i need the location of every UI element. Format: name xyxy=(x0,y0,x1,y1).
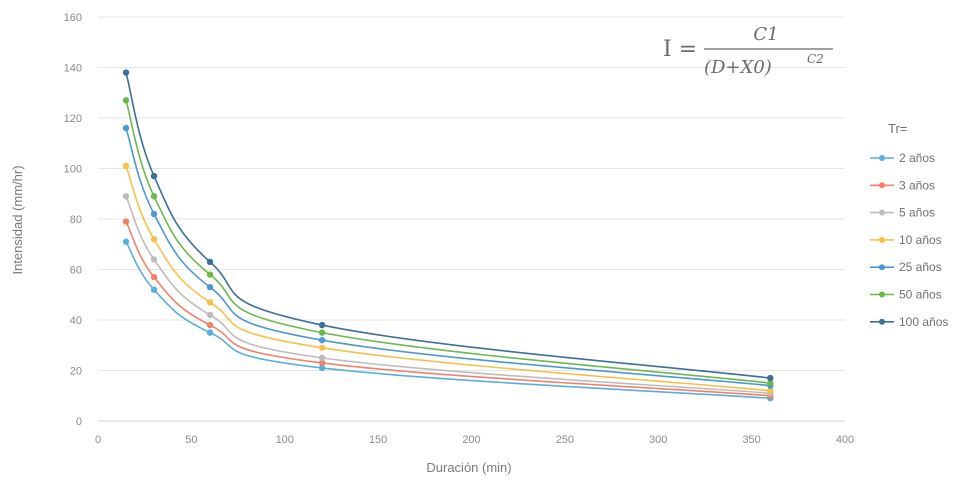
legend-label: 5 años xyxy=(899,206,935,220)
series-point xyxy=(122,162,130,170)
series-point xyxy=(318,354,326,362)
legend-label: 10 años xyxy=(899,233,942,247)
gridlines xyxy=(98,16,845,371)
legend-marker xyxy=(879,182,885,189)
legend-marker xyxy=(879,155,885,161)
formula-exponent: C2 xyxy=(807,52,824,66)
series-lines xyxy=(125,72,771,400)
formula: I = C1 (D+X0) C2 xyxy=(663,24,833,78)
y-tick-label: 160 xyxy=(64,12,82,24)
y-tick-label: 0 xyxy=(76,416,82,428)
series-point xyxy=(150,236,158,243)
series-point xyxy=(150,193,158,200)
legend-marker xyxy=(879,291,885,298)
legend-label: 100 años xyxy=(899,315,948,329)
legend-marker xyxy=(879,209,885,216)
series-point xyxy=(206,283,214,291)
x-tick-label: 100 xyxy=(276,434,294,446)
series-point xyxy=(122,97,130,104)
series-point xyxy=(318,344,326,351)
series-point xyxy=(318,337,326,344)
series-point xyxy=(206,329,214,336)
series-point xyxy=(767,387,774,394)
y-tick-label: 140 xyxy=(64,63,82,75)
y-tick-label: 40 xyxy=(70,315,82,327)
formula-numerator: C1 xyxy=(753,24,778,45)
x-tick-label: 150 xyxy=(369,434,387,446)
series-point xyxy=(122,69,130,76)
x-tick-label: 300 xyxy=(649,434,667,446)
series-point xyxy=(206,321,214,329)
series-point xyxy=(150,273,158,281)
series-point xyxy=(318,359,326,367)
y-tick-label: 60 xyxy=(70,265,82,277)
x-axis-title: Duración (min) xyxy=(426,460,511,475)
legend-label: 25 años xyxy=(899,260,942,274)
series-point xyxy=(318,364,326,372)
tick-labels: 0 20 40 60 80 100 120 140 160 0 50 100 150 200 250 300 3… xyxy=(64,12,855,446)
series-point xyxy=(318,321,326,329)
y-tick-label: 20 xyxy=(70,366,82,378)
y-tick-label: 80 xyxy=(70,214,82,226)
series-point xyxy=(206,299,214,306)
series-point xyxy=(767,374,774,382)
legend-label: 2 años xyxy=(899,151,935,165)
series-line-6 xyxy=(125,72,771,379)
formula-lhs: I = xyxy=(663,37,697,62)
legend-marker xyxy=(879,318,885,325)
series-point xyxy=(122,238,130,245)
y-tick-label: 120 xyxy=(64,113,82,125)
series-point xyxy=(206,311,214,319)
series-point xyxy=(150,172,158,180)
x-tick-label: 200 xyxy=(462,434,480,446)
series-point xyxy=(150,256,158,263)
y-axis-title: Intensidad (mm/hr) xyxy=(10,165,25,274)
series-point xyxy=(122,218,130,225)
series-line-5 xyxy=(125,100,771,384)
x-tick-label: 50 xyxy=(185,434,197,446)
legend-label: 50 años xyxy=(899,288,942,302)
x-tick-label: 350 xyxy=(742,434,760,446)
x-tick-label: 250 xyxy=(556,434,574,446)
y-tick-label: 100 xyxy=(64,164,82,176)
series-points xyxy=(122,69,774,402)
x-tick-label: 0 xyxy=(95,434,101,446)
legend: 2 años 3 años 5 años 10 años 25 años 50 años 1… xyxy=(870,151,948,329)
series-point xyxy=(122,193,130,200)
legend-marker xyxy=(879,264,885,271)
legend-title: Tr= xyxy=(888,121,907,136)
x-tick-label: 400 xyxy=(836,434,854,446)
series-point xyxy=(206,271,214,278)
series-line-4 xyxy=(125,127,771,387)
formula-denominator: (D+X0) xyxy=(704,57,772,78)
series-point xyxy=(767,379,774,387)
series-line-1 xyxy=(125,221,771,397)
series-point xyxy=(150,210,158,218)
series-point xyxy=(206,258,214,266)
series-point xyxy=(318,329,326,336)
series-point xyxy=(122,124,130,132)
legend-label: 3 años xyxy=(899,178,935,192)
series-point xyxy=(150,286,158,293)
legend-marker xyxy=(879,236,885,243)
